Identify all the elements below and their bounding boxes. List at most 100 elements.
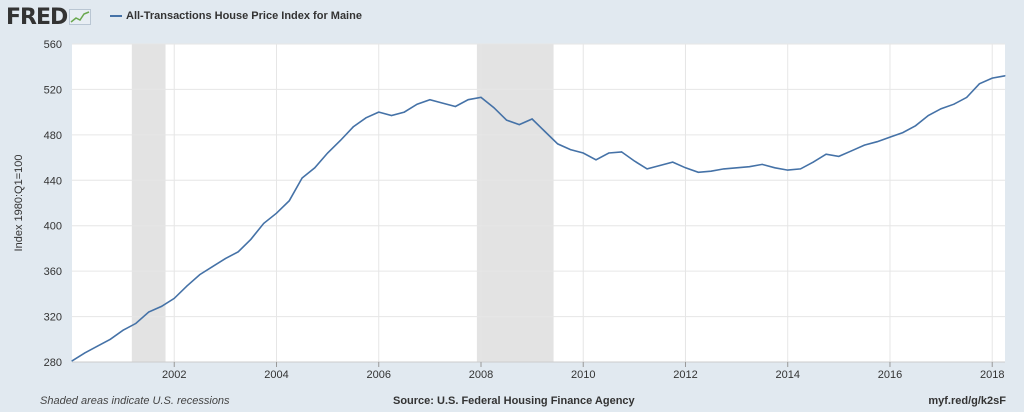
recession-band-1 — [131, 44, 166, 362]
y-tick-label: 400 — [44, 221, 62, 233]
data-point[interactable] — [557, 143, 559, 145]
data-point[interactable] — [301, 177, 303, 179]
x-tick-label: 2016 — [878, 369, 902, 381]
data-point[interactable] — [812, 161, 814, 163]
data-point[interactable] — [314, 167, 316, 169]
data-point[interactable] — [454, 105, 457, 108]
data-point[interactable] — [582, 152, 584, 154]
data-point[interactable] — [224, 258, 226, 260]
legend-line-swatch — [110, 15, 122, 17]
data-point[interactable] — [633, 160, 635, 162]
data-point[interactable] — [327, 152, 329, 154]
x-tick-label: 2002 — [162, 369, 186, 381]
data-point[interactable] — [531, 118, 533, 120]
data-point[interactable] — [84, 352, 86, 354]
recession-band-2 — [476, 44, 554, 362]
data-point[interactable] — [109, 338, 111, 340]
recession-shading — [131, 44, 554, 362]
y-tick-label: 480 — [44, 130, 62, 142]
data-point[interactable] — [736, 167, 738, 169]
data-point[interactable] — [953, 103, 955, 105]
data-point[interactable] — [774, 167, 776, 169]
data-point[interactable] — [825, 153, 827, 155]
data-point[interactable] — [505, 119, 508, 121]
data-point[interactable] — [160, 305, 163, 307]
data-point[interactable] — [646, 168, 648, 170]
data-point[interactable] — [250, 238, 252, 240]
fred-logo[interactable]: FRED — [6, 3, 92, 31]
data-point[interactable] — [429, 99, 431, 101]
data-point[interactable] — [620, 151, 623, 153]
data-point[interactable] — [480, 96, 482, 98]
data-point[interactable] — [365, 117, 367, 119]
x-tick-label: 2010 — [571, 369, 595, 381]
series-line — [71, 75, 1006, 362]
data-point[interactable] — [684, 167, 687, 169]
data-point[interactable] — [863, 144, 866, 146]
data-point[interactable] — [672, 161, 674, 163]
data-point[interactable] — [787, 169, 789, 171]
data-point[interactable] — [1004, 75, 1006, 77]
y-tick-label: 280 — [44, 357, 62, 369]
data-point[interactable] — [122, 329, 124, 331]
data-point[interactable] — [518, 124, 520, 126]
data-point[interactable] — [902, 131, 904, 134]
short-url-link[interactable]: myf.red/g/k2sF — [928, 395, 1006, 407]
x-tick-label: 2012 — [673, 369, 697, 381]
data-point[interactable] — [697, 171, 699, 173]
data-point[interactable] — [390, 114, 393, 117]
data-point[interactable] — [275, 212, 278, 214]
data-point[interactable] — [659, 164, 661, 167]
data-point[interactable] — [339, 139, 341, 142]
data-point[interactable] — [978, 83, 981, 85]
data-point[interactable] — [799, 168, 802, 170]
data-point[interactable] — [991, 77, 993, 79]
data-point[interactable] — [442, 102, 444, 104]
x-tick-label: 2008 — [469, 369, 493, 381]
y-tick-label: 560 — [44, 39, 62, 51]
data-point[interactable] — [876, 141, 878, 143]
data-point[interactable] — [352, 126, 354, 128]
data-point[interactable] — [378, 111, 380, 113]
data-point[interactable] — [288, 200, 290, 202]
data-point[interactable] — [186, 285, 188, 287]
y-axis-label: Index 1980:Q1=100 — [13, 155, 25, 252]
data-point[interactable] — [569, 149, 572, 151]
data-point[interactable] — [135, 322, 137, 324]
data-point[interactable] — [211, 266, 214, 268]
data-point[interactable] — [851, 150, 853, 152]
data-point[interactable] — [927, 114, 929, 117]
data-point[interactable] — [761, 163, 763, 165]
data-point[interactable] — [96, 345, 99, 347]
data-point[interactable] — [838, 155, 840, 158]
chart-legend: All-Transactions House Price Index for M… — [110, 10, 362, 22]
data-point[interactable] — [889, 136, 891, 138]
fred-logo-text: FRED — [6, 4, 68, 30]
data-point[interactable] — [148, 311, 150, 313]
data-point[interactable] — [493, 107, 495, 109]
data-point[interactable] — [199, 273, 201, 276]
data-point[interactable] — [723, 168, 725, 170]
data-point[interactable] — [940, 108, 942, 110]
data-point[interactable] — [467, 99, 469, 101]
series-points — [71, 75, 1006, 362]
recession-note: Shaded areas indicate U.S. recessions — [40, 395, 230, 407]
data-point[interactable] — [544, 130, 546, 133]
x-axis-ticks: 2002 2004 2006 2008 2010 2012 2014 2016 2018 — [162, 362, 1004, 381]
data-point[interactable] — [403, 111, 405, 113]
data-point[interactable] — [173, 297, 175, 299]
x-tick-label: 2006 — [366, 369, 390, 381]
data-point[interactable] — [71, 360, 73, 362]
data-point[interactable] — [263, 222, 265, 225]
data-point[interactable] — [710, 170, 712, 172]
data-point[interactable] — [237, 251, 239, 253]
data-point[interactable] — [748, 166, 750, 168]
data-point[interactable] — [416, 103, 418, 105]
data-point[interactable] — [914, 125, 917, 127]
data-point[interactable] — [595, 159, 597, 161]
data-point[interactable] — [608, 152, 610, 154]
y-tick-label: 360 — [44, 266, 62, 278]
x-tick-label: 2004 — [264, 369, 288, 381]
y-axis-ticks: 280 320 360 400 440 480 520 560 — [44, 39, 62, 369]
data-point[interactable] — [966, 96, 968, 98]
